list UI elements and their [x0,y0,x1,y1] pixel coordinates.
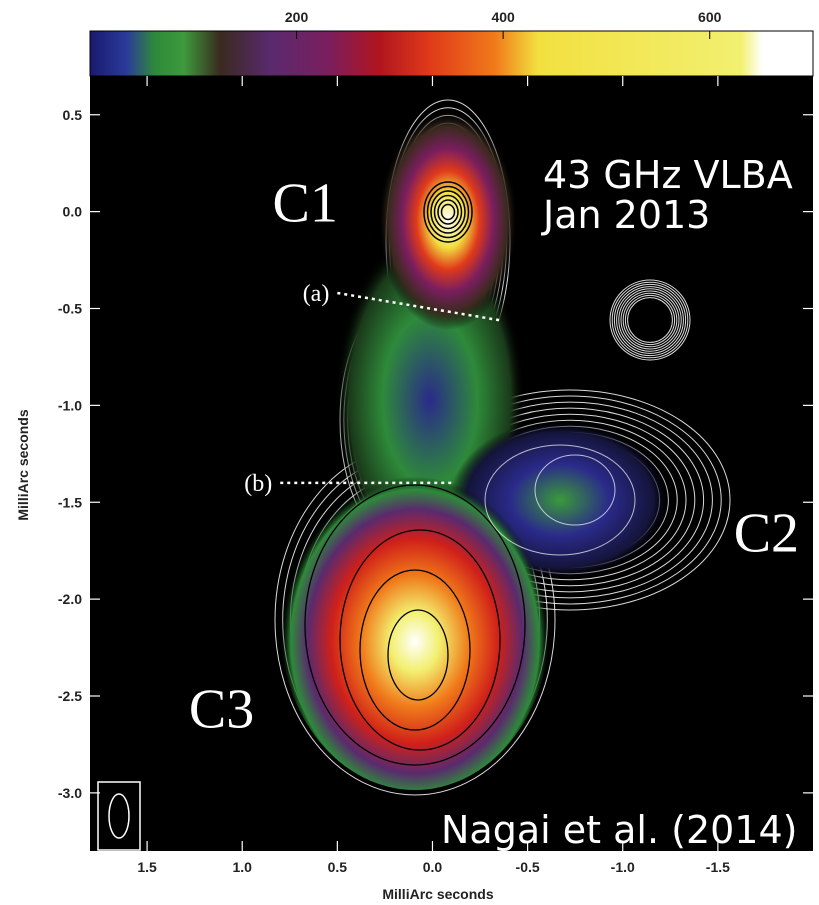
colorbar-tick-label: 400 [491,9,515,25]
date-annotation: Jan 2013 [541,193,710,237]
c3-emission [280,460,550,790]
x-tick-label: 0.0 [423,859,443,875]
y-tick-label: -2.5 [58,688,82,704]
c3-contour [304,484,526,766]
c1-core-contour [423,181,473,243]
c1-core-contour [426,185,470,239]
component-labels: C1 C2 C3 [189,173,799,741]
outer-contour [618,288,682,352]
outer-contour [622,292,678,348]
c3-contour [359,569,471,731]
beam-ellipse [108,793,130,839]
x-tick-label: -1.0 [611,859,635,875]
c3-contour [387,609,449,701]
component-label: C1 [272,173,337,235]
slice-cut-label: (b) [244,471,272,497]
c2-contour [484,444,636,556]
x-tick-label: 1.0 [232,859,252,875]
c2-contour [534,454,616,526]
c1-core-contour [440,203,456,221]
c3-contour [339,529,501,751]
y-tick-label: -0.5 [58,301,82,317]
outer-contour [620,290,680,350]
outer-contour [627,297,673,343]
c1-core-contour [433,194,463,230]
slice-cuts: (a) (b) [244,281,500,497]
y-axis-title: MilliArc seconds [15,409,31,520]
colorbar-tick-label: 600 [698,9,722,25]
colorbar-ticks: 200 400 600 [285,9,722,39]
y-tick-label: 0.5 [63,107,83,123]
slice-cut-label: (a) [303,281,330,307]
y-tick-label: -1.0 [58,397,82,413]
y-axis-ticks: 0.5 0.0 -0.5 -1.0 -1.5 -2.0 -2.5 -3.0 [58,107,813,801]
outer-contour [609,279,691,361]
y-tick-label: -2.0 [58,591,82,607]
y-tick-label: 0.0 [63,204,83,220]
outer-contour [616,286,684,354]
y-tick-label: -3.0 [58,785,82,801]
x-tick-label: 1.5 [137,859,157,875]
outer-contour [611,281,689,359]
inner-contours [304,181,636,766]
c1-core-contour [437,199,459,225]
x-tick-label: 0.5 [328,859,348,875]
x-axis-title: MilliArc seconds [382,886,493,902]
beam-box [97,781,141,851]
x-tick-label: -1.5 [706,859,730,875]
component-label: C2 [734,503,799,565]
colorbar [89,30,814,77]
telescope-annotation: 43 GHz VLBA [543,153,793,197]
c1-core-contour [430,190,466,234]
x-tick-label: -0.5 [516,859,540,875]
component-label: C3 [189,679,254,741]
colorbar-tick-label: 200 [285,9,309,25]
outer-contour [624,294,676,346]
emission-layer [274,99,731,796]
credit-annotation: Nagai et al. (2014) [441,808,797,852]
outer-contour [613,283,687,357]
x-axis-ticks: 1.5 1.0 0.5 0.0 -0.5 -1.0 -1.5 [137,76,730,875]
y-tick-label: -1.5 [58,494,82,510]
